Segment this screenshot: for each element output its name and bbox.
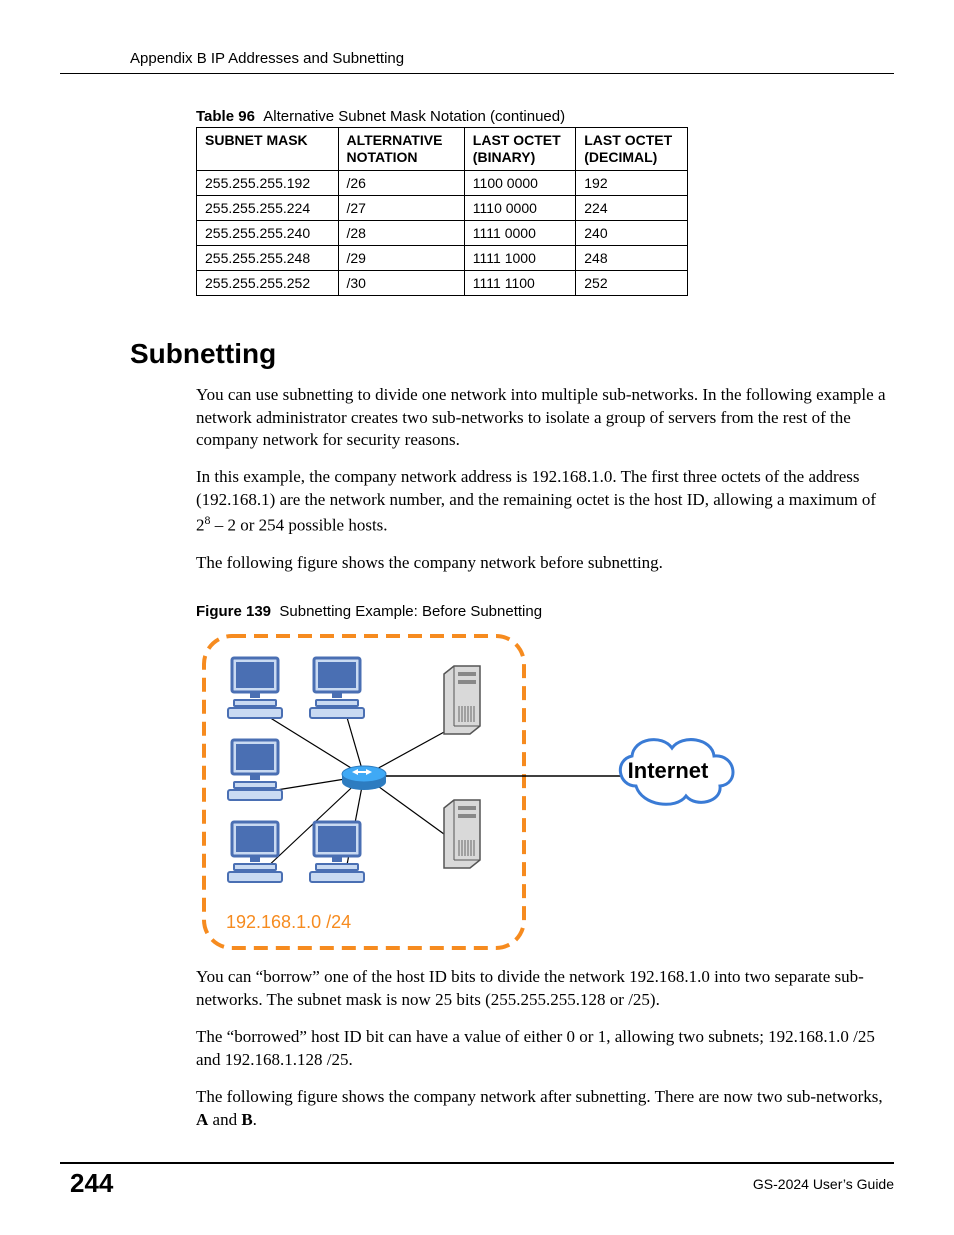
computer-icon	[228, 740, 282, 800]
column-header: ALTERNATIVE NOTATION	[338, 128, 464, 171]
table-cell: 255.255.255.240	[197, 220, 339, 245]
table-cell: 255.255.255.252	[197, 270, 339, 295]
table-row: 255.255.255.192/261100 0000192	[197, 170, 688, 195]
section-heading: Subnetting	[130, 338, 894, 370]
column-header: SUBNET MASK	[197, 128, 339, 171]
computer-icon	[228, 658, 282, 718]
table-cell: 192	[576, 170, 688, 195]
computer-icon	[310, 658, 364, 718]
table-cell: 240	[576, 220, 688, 245]
table-cell: 1111 0000	[464, 220, 575, 245]
table-cell: /28	[338, 220, 464, 245]
body-paragraph: You can use subnetting to divide one net…	[196, 384, 888, 453]
text-run: and	[208, 1110, 241, 1129]
table-cell: /26	[338, 170, 464, 195]
table-cell: /27	[338, 195, 464, 220]
table-cell: 252	[576, 270, 688, 295]
body-paragraph: The following figure shows the company n…	[196, 552, 888, 575]
table-caption-text: Alternative Subnet Mask Notation (contin…	[263, 108, 565, 125]
text-run: .	[253, 1110, 257, 1129]
computer-icon	[228, 822, 282, 882]
computer-icon	[310, 822, 364, 882]
table-cell: 224	[576, 195, 688, 220]
running-header: Appendix B IP Addresses and Subnetting	[60, 50, 894, 74]
body-paragraph: In this example, the company network add…	[196, 466, 888, 537]
table-row: 255.255.255.240/281111 0000240	[197, 220, 688, 245]
table-cell: 255.255.255.224	[197, 195, 339, 220]
text-run: The following figure shows the company n…	[196, 1087, 883, 1106]
server-icon	[444, 800, 480, 868]
table-cell: 1111 1000	[464, 245, 575, 270]
table-row: 255.255.255.224/271110 0000224	[197, 195, 688, 220]
table-cell: /29	[338, 245, 464, 270]
figure-caption-label: Figure 139	[196, 603, 271, 620]
figure-caption: Figure 139 Subnetting Example: Before Su…	[196, 603, 888, 620]
table-row: 255.255.255.248/291111 1000248	[197, 245, 688, 270]
body-paragraph: You can “borrow” one of the host ID bits…	[196, 966, 888, 1012]
body-paragraph: The following figure shows the company n…	[196, 1086, 888, 1132]
network-diagram: Internet 192.168.1.0 /24	[196, 628, 746, 956]
page-footer: 244 GS-2024 User’s Guide	[60, 1162, 894, 1199]
table-caption-label: Table 96	[196, 108, 255, 125]
table-cell: 1110 0000	[464, 195, 575, 220]
switch-icon	[342, 766, 386, 790]
subnet-mask-table: SUBNET MASKALTERNATIVE NOTATIONLAST OCTE…	[196, 127, 688, 296]
text-run-bold: A	[196, 1110, 208, 1129]
page-number: 244	[60, 1168, 113, 1199]
table-cell: /30	[338, 270, 464, 295]
table-cell: 1100 0000	[464, 170, 575, 195]
table-cell: 255.255.255.192	[197, 170, 339, 195]
table-cell: 1111 1100	[464, 270, 575, 295]
text-run: – 2 or 254 possible hosts.	[210, 516, 387, 535]
body-paragraph: The “borrowed” host ID bit can have a va…	[196, 1026, 888, 1072]
figure-caption-text: Subnetting Example: Before Subnetting	[279, 603, 542, 620]
table-row: 255.255.255.252/301111 1100252	[197, 270, 688, 295]
cloud-icon: Internet	[620, 739, 733, 804]
table-cell: 248	[576, 245, 688, 270]
text-run-bold: B	[241, 1110, 252, 1129]
server-icon	[444, 666, 480, 734]
guide-name: GS-2024 User’s Guide	[753, 1168, 894, 1192]
lan-label: 192.168.1.0 /24	[226, 912, 351, 932]
table-cell: 255.255.255.248	[197, 245, 339, 270]
svg-text:Internet: Internet	[628, 758, 709, 783]
column-header: LAST OCTET(BINARY)	[464, 128, 575, 171]
table-caption: Table 96 Alternative Subnet Mask Notatio…	[196, 108, 888, 125]
column-header: LAST OCTET(DECIMAL)	[576, 128, 688, 171]
